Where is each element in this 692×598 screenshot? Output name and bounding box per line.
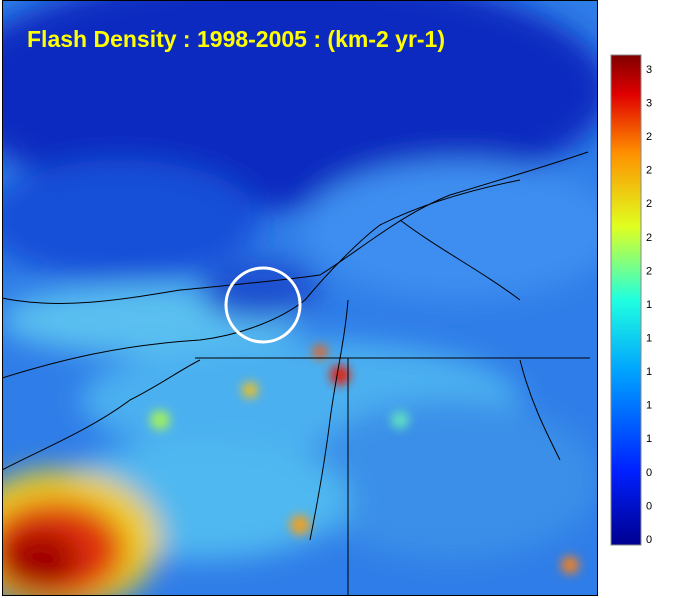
colorbar-label: 3 (646, 97, 652, 109)
highlight-circle (224, 266, 302, 344)
colorbar-label: 3 (646, 64, 652, 76)
colorbar-label: 1 (646, 400, 652, 412)
colorbar-label: 2 (646, 131, 652, 143)
colorbar-label: 1 (646, 299, 652, 311)
colorbar-label: 1 (646, 433, 652, 445)
colorbar-label: 2 (646, 198, 652, 210)
colorbar-label: 2 (646, 232, 652, 244)
colorbar-label: 2 (646, 265, 652, 277)
colorbar-label: 0 (646, 467, 652, 479)
colorbar-label: 1 (646, 366, 652, 378)
colorbar-label: 1 (646, 332, 652, 344)
colorbar-label: 0 (646, 500, 652, 512)
map-border (2, 0, 598, 596)
colorbar-labels: 3 3 2 2 2 2 2 1 1 1 1 1 0 0 0 (646, 64, 652, 546)
colorbar-label: 0 (646, 534, 652, 546)
map-title: Flash Density : 1998-2005 : (km-2 yr-1) (27, 26, 445, 52)
map (2, 0, 598, 596)
colorbar-label: 2 (646, 165, 652, 177)
coastlines (2, 151, 590, 596)
colorbar (610, 54, 642, 546)
